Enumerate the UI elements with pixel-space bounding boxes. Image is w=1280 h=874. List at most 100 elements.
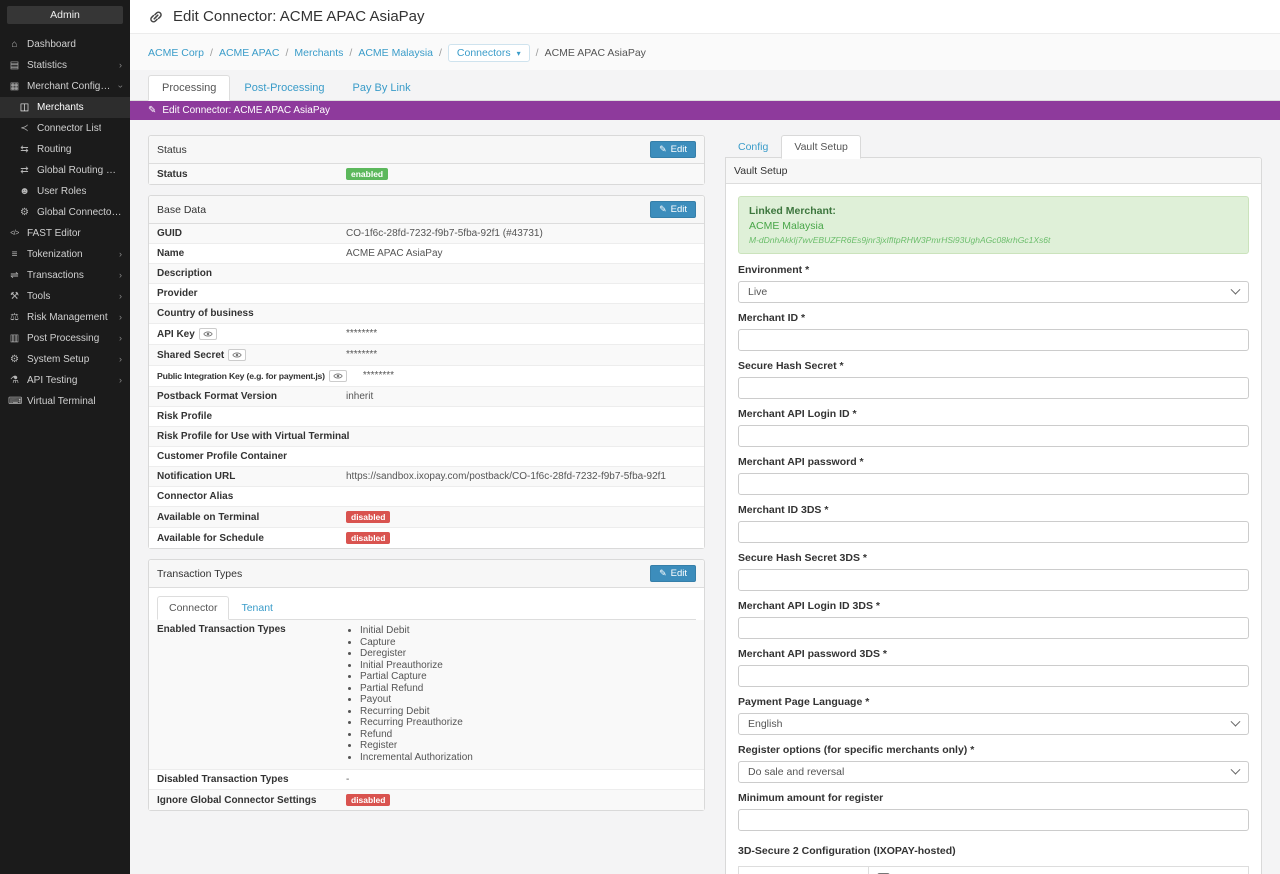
merchant-api-password-input[interactable]: [738, 473, 1249, 495]
payment-page-language-select[interactable]: English: [738, 713, 1249, 735]
field-label: Merchant API password 3DS *: [738, 648, 887, 660]
field-value: Initial Debit Capture Deregister Initial…: [338, 620, 704, 769]
merchant-id-3ds-input[interactable]: [738, 521, 1249, 543]
tab-post-processing[interactable]: Post-Processing: [244, 82, 325, 94]
sidebar-item-transactions[interactable]: ⇌ Transactions ›: [0, 265, 130, 286]
field-label: Public Integration Key (e.g. for payment…: [149, 366, 355, 386]
breadcrumb-link-acme-corp[interactable]: ACME Corp: [148, 47, 205, 59]
field-value: [338, 284, 704, 303]
sidebar-item-label: Routing: [37, 144, 72, 155]
reveal-api-key-button[interactable]: [198, 328, 217, 340]
sidebar-item-tokenization[interactable]: ≡ Tokenization ›: [0, 244, 130, 265]
tab-processing[interactable]: Processing: [148, 75, 231, 101]
chevron-down-icon: ›: [116, 85, 126, 88]
sidebar-item-connector-list[interactable]: ≺ Connector List: [0, 118, 130, 139]
global-routing-profile-icon: ⇄: [20, 165, 29, 176]
reveal-public-integration-key-button[interactable]: [328, 370, 347, 382]
merchant-api-login-id-3ds-input[interactable]: [738, 617, 1249, 639]
secure-hash-secret-3ds-input[interactable]: [738, 569, 1249, 591]
reveal-shared-secret-button[interactable]: [228, 349, 247, 361]
field-label: Country of business: [149, 304, 338, 323]
tab-vault-setup[interactable]: Vault Setup: [781, 135, 861, 159]
sidebar-item-label: Merchant Configuration: [27, 81, 113, 92]
breadcrumb-link-acme-malaysia[interactable]: ACME Malaysia: [358, 47, 433, 59]
enabled-transaction-types-list: Initial Debit Capture Deregister Initial…: [360, 625, 696, 763]
minimum-amount-input[interactable]: [738, 809, 1249, 831]
panel-title: Transaction Types: [157, 567, 243, 580]
base-data-panel-header: Base Data ✎ Edit: [149, 196, 704, 224]
edit-base-data-button[interactable]: ✎ Edit: [650, 201, 696, 218]
sidebar-item-fast-editor[interactable]: </> FAST Editor: [0, 223, 130, 244]
field-label-text: Postback Format Version: [157, 391, 278, 402]
admin-menu-button[interactable]: Admin: [7, 6, 123, 24]
merchant-id-input[interactable]: [738, 329, 1249, 351]
field-label-text: Name: [157, 248, 185, 259]
field-label: Name: [149, 244, 338, 263]
table-row: Connector Alias: [149, 487, 704, 507]
sidebar-item-merchant-configuration[interactable]: ▦ Merchant Configuration ›: [0, 76, 130, 97]
field-label: Risk Profile: [149, 407, 338, 426]
field-label: Available for Schedule: [149, 528, 338, 548]
field-label-text: Available on Terminal: [157, 511, 260, 523]
sidebar-item-system-setup[interactable]: ⚙ System Setup ›: [0, 349, 130, 370]
field-label-text: Shared Secret: [157, 349, 225, 361]
field-label: Risk Profile for Use with Virtual Termin…: [149, 427, 357, 446]
sidebar-item-dashboard[interactable]: ⌂ Dashboard: [0, 34, 130, 55]
sidebar-item-merchants[interactable]: ◫ Merchants: [0, 97, 130, 118]
tab-config[interactable]: Config: [738, 141, 769, 153]
banner-text: Edit Connector: ACME APAC AsiaPay: [162, 105, 331, 116]
risk-management-icon: ⚖: [10, 312, 19, 323]
edit-status-button[interactable]: ✎ Edit: [650, 141, 696, 158]
register-options-select[interactable]: Do sale and reversal: [738, 761, 1249, 783]
field-label: Status: [149, 164, 338, 184]
breadcrumb-link-acme-apac[interactable]: ACME APAC: [218, 47, 280, 59]
table-row: Risk Profile: [149, 407, 704, 427]
field-value: ACME APAC AsiaPay: [346, 248, 443, 259]
field-label: Postback Format Version: [149, 387, 338, 406]
sidebar-item-global-routing-profile[interactable]: ⇄ Global Routing Profile: [0, 160, 130, 181]
breadcrumb-link-merchants[interactable]: Merchants: [294, 47, 344, 59]
sidebar-item-user-roles[interactable]: ☻ User Roles: [0, 181, 130, 202]
breadcrumb-connectors-dropdown[interactable]: Connectors ▾: [447, 44, 530, 62]
edit-transaction-types-button[interactable]: ✎ Edit: [650, 565, 696, 582]
tab-pay-by-link[interactable]: Pay By Link: [352, 82, 411, 94]
environment-select[interactable]: Live: [738, 281, 1249, 303]
secure-hash-secret-input[interactable]: [738, 377, 1249, 399]
panel-title: Vault Setup: [734, 164, 788, 177]
user-roles-icon: ☻: [19, 186, 30, 197]
config-tabs: Config Vault Setup: [725, 135, 1262, 159]
table-row: Status enabled: [149, 164, 704, 184]
code-icon: </>: [10, 230, 19, 237]
field-label-text: Status: [157, 168, 188, 180]
sidebar-item-post-processing[interactable]: ▥ Post Processing ›: [0, 328, 130, 349]
field-label-text: Ignore Global Connector Settings: [157, 794, 317, 806]
field-label: Ignore Global Connector Settings: [149, 790, 338, 810]
table-row: Customer Profile Container: [149, 447, 704, 467]
sidebar-item-virtual-terminal[interactable]: ⌨ Virtual Terminal: [0, 391, 130, 412]
tokenization-icon: ≡: [11, 249, 18, 260]
table-row: Notification URL https://sandbox.ixopay.…: [149, 467, 704, 487]
sidebar-item-label: FAST Editor: [27, 228, 81, 239]
sidebar-item-label: Merchants: [37, 102, 84, 113]
field-label: Environment *: [738, 264, 810, 276]
transaction-types-table: Enabled Transaction Types Initial Debit …: [149, 620, 704, 810]
content: Status ✎ Edit Status enabled Base Data: [130, 120, 1280, 874]
chevron-right-icon: ›: [119, 60, 122, 70]
merchant-api-password-3ds-input[interactable]: [738, 665, 1249, 687]
table-row: API Key ********: [149, 324, 704, 345]
sidebar-item-global-connector-settings[interactable]: ⚙ Global Connector Settings: [0, 202, 130, 223]
table-row: Public Integration Key (e.g. for payment…: [149, 366, 704, 387]
tab-tenant[interactable]: Tenant: [241, 602, 273, 614]
sidebar-item-statistics[interactable]: ▤ Statistics ›: [0, 55, 130, 76]
sidebar-item-tools[interactable]: ⚒ Tools ›: [0, 286, 130, 307]
linked-merchant-name[interactable]: ACME Malaysia: [749, 220, 824, 232]
base-data-table: GUID CO-1f6c-28fd-7232-f9b7-5fba-92f1 (#…: [149, 224, 704, 548]
sidebar-item-risk-management[interactable]: ⚖ Risk Management ›: [0, 307, 130, 328]
sidebar-item-api-testing[interactable]: ⚗ API Testing ›: [0, 370, 130, 391]
merchant-api-login-id-input[interactable]: [738, 425, 1249, 447]
system-setup-icon: ⚙: [10, 354, 19, 365]
sidebar-item-routing[interactable]: ⇆ Routing: [0, 139, 130, 160]
linked-merchant-title: Linked Merchant:: [749, 205, 836, 217]
tab-connector[interactable]: Connector: [157, 596, 230, 620]
chevron-down-icon: [1230, 764, 1241, 775]
